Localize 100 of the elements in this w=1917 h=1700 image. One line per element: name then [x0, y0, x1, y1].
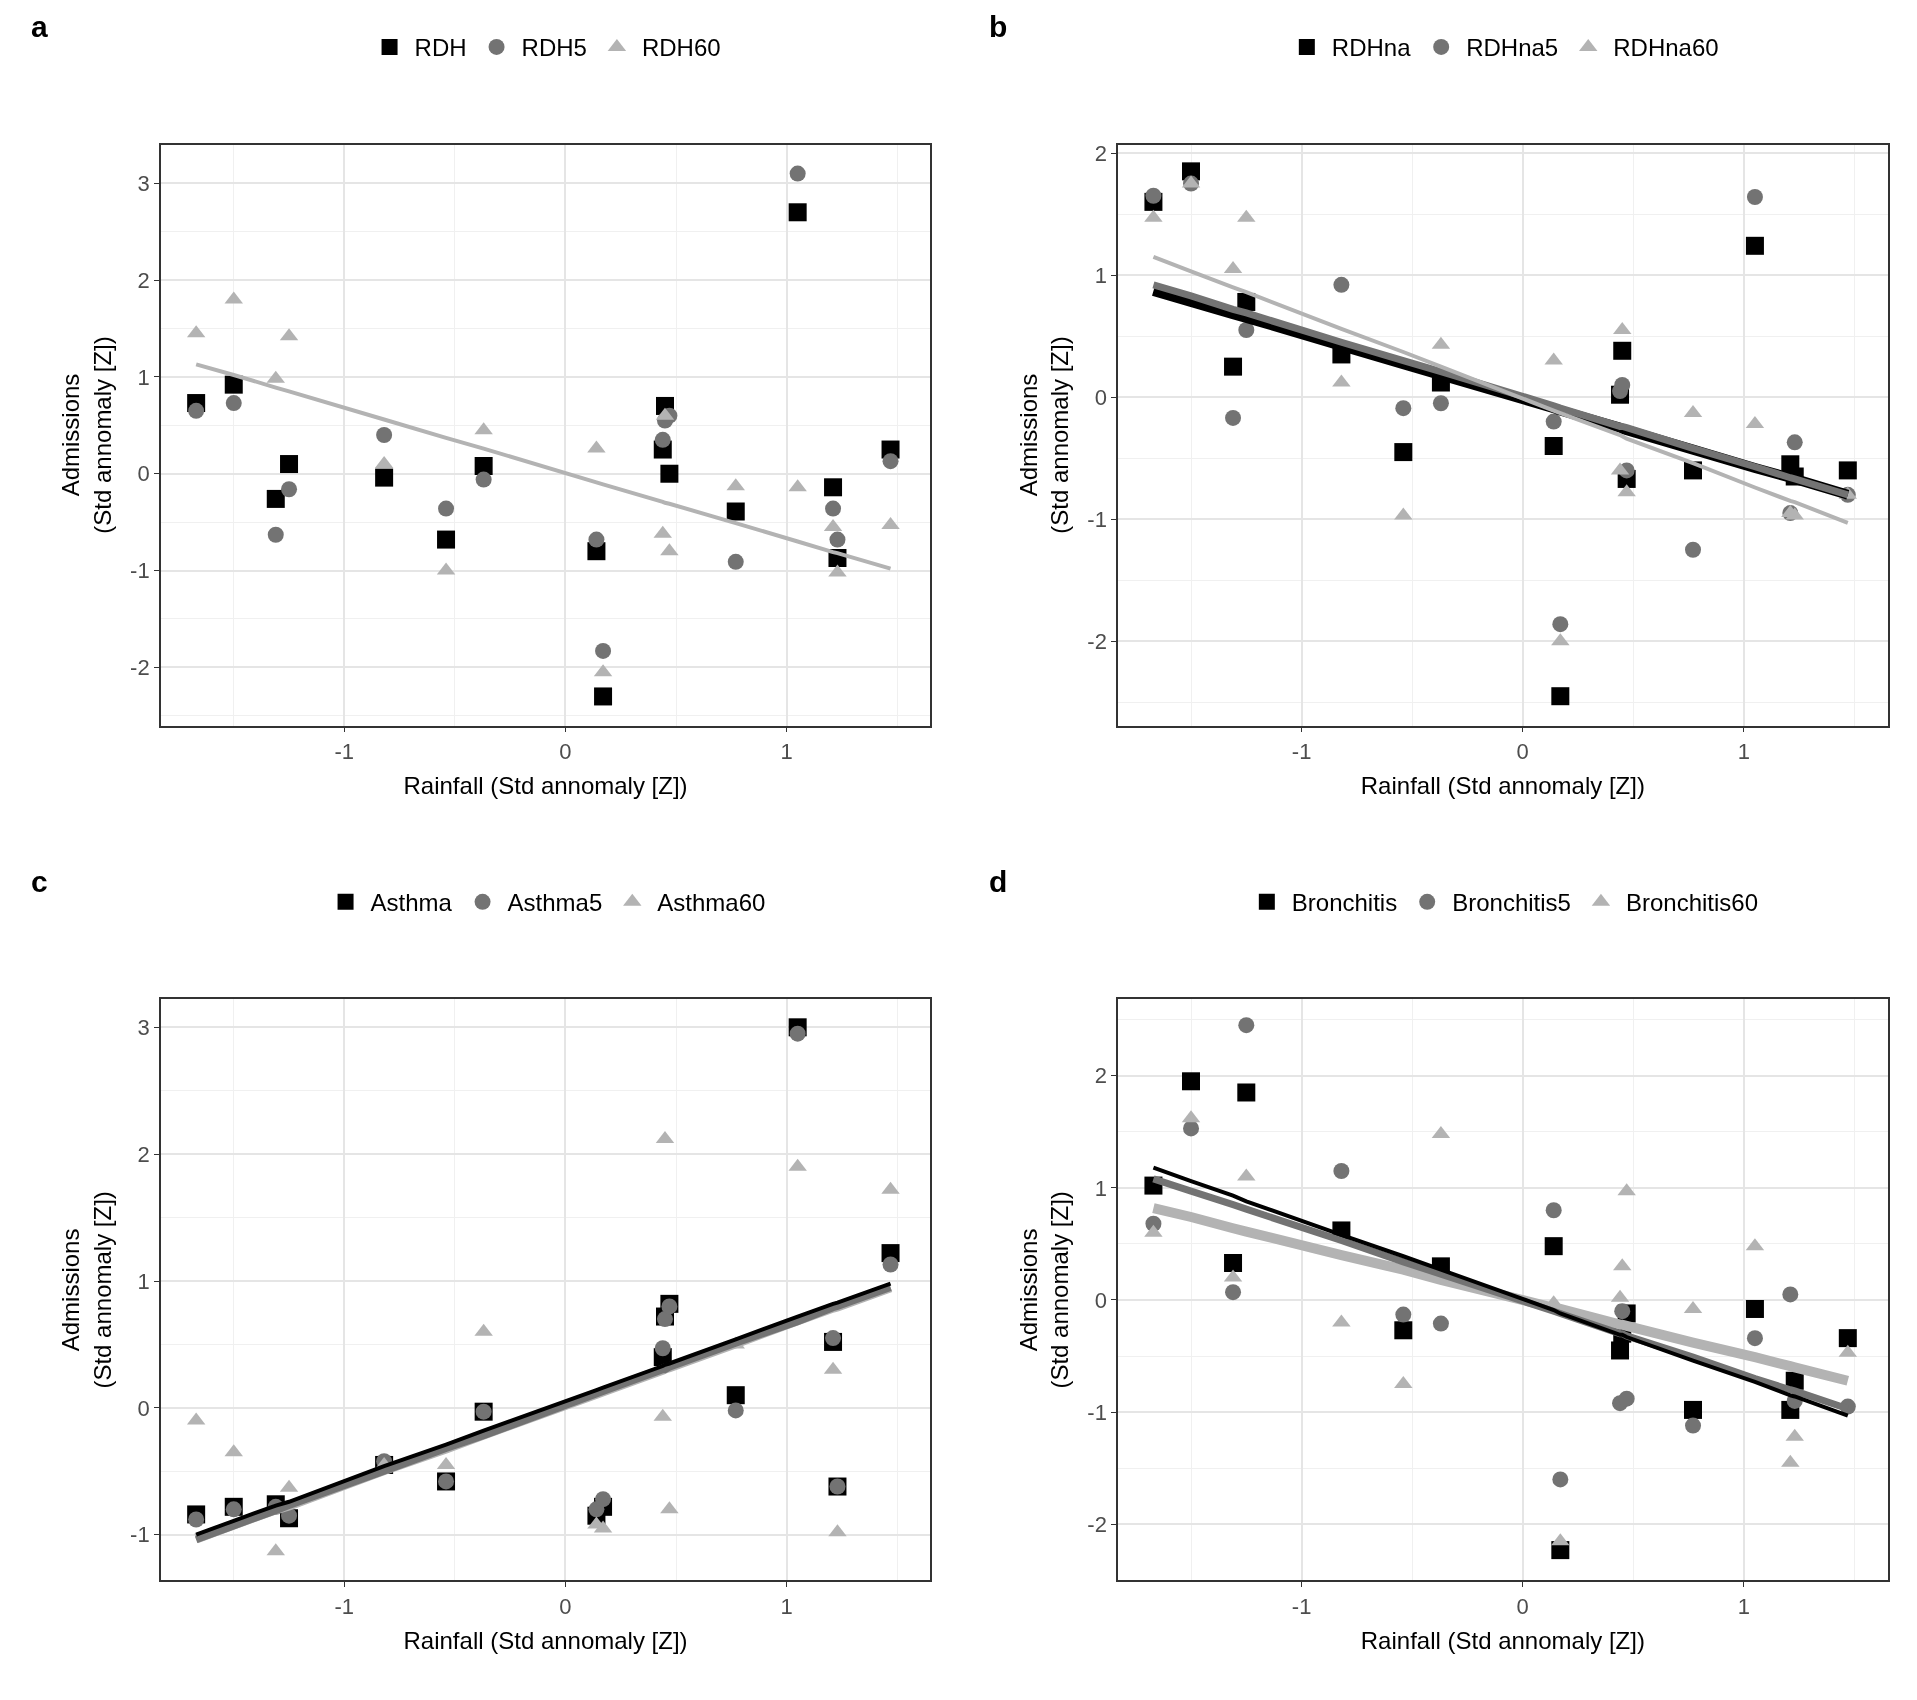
- point: [1432, 1315, 1449, 1332]
- point: [661, 1298, 678, 1315]
- point: [1618, 1390, 1635, 1407]
- point: [824, 478, 843, 497]
- point: [594, 687, 613, 706]
- y-tick-label: 1: [1094, 262, 1107, 288]
- x-tick-label: -1: [1291, 1593, 1312, 1619]
- x-axis-title: Rainfall (Std annomaly [Z]): [403, 1627, 688, 1655]
- x-tick-label: 0: [1516, 738, 1529, 764]
- point: [438, 500, 455, 517]
- point: [1544, 1237, 1563, 1256]
- point: [1145, 187, 1162, 204]
- y-axis-title: Admissions (Std annomaly [Z]): [1014, 336, 1073, 534]
- y-tick-label: -1: [130, 558, 150, 584]
- x-tick-label: -1: [1291, 738, 1312, 764]
- y-axis-title: Admissions (Std annomaly [Z]): [1014, 1191, 1073, 1389]
- y-tick-label: 1: [1094, 1175, 1107, 1201]
- point: [1395, 400, 1412, 417]
- chart-title: c: [31, 865, 48, 898]
- legend-label: RDH: [414, 34, 467, 62]
- y-axis-title: Admissions (Std annomaly [Z]): [57, 1191, 116, 1389]
- y-tick-label: -2: [130, 655, 150, 681]
- legend-label: Asthma60: [657, 889, 766, 917]
- point: [225, 1501, 242, 1518]
- legend-label: RDH5: [521, 34, 587, 62]
- point: [1432, 395, 1449, 412]
- point: [1614, 1303, 1631, 1320]
- legend-label: RDHna5: [1466, 34, 1559, 62]
- legend-label: Asthma5: [507, 889, 603, 917]
- y-tick-label: -2: [1087, 628, 1107, 654]
- point: [788, 203, 807, 222]
- point: [1545, 1202, 1562, 1219]
- chart-title: d: [989, 865, 1008, 898]
- y-tick-label: 2: [1094, 1063, 1107, 1089]
- point: [1182, 1072, 1201, 1091]
- point: [1613, 341, 1632, 360]
- y-tick-label: 3: [137, 1015, 150, 1041]
- point: [1838, 1329, 1857, 1348]
- legend-label: Asthma: [370, 889, 453, 917]
- point: [437, 530, 456, 549]
- point: [475, 471, 492, 488]
- x-axis-title: Rainfall (Std annomaly [Z]): [1360, 1627, 1645, 1655]
- point: [225, 395, 242, 412]
- x-tick-label: 1: [780, 1593, 793, 1619]
- point: [1333, 276, 1350, 293]
- y-tick-label: 1: [137, 364, 150, 390]
- point: [1394, 443, 1413, 462]
- point: [224, 375, 243, 394]
- point: [789, 1025, 806, 1042]
- x-tick-label: 1: [1737, 1593, 1750, 1619]
- point: [1551, 687, 1570, 706]
- point: [825, 1330, 842, 1347]
- y-tick-label: 0: [137, 461, 150, 487]
- point: [1611, 1341, 1630, 1360]
- point: [1552, 616, 1569, 633]
- point: [726, 1386, 745, 1405]
- point: [1685, 541, 1702, 558]
- x-tick-label: -1: [334, 1593, 355, 1619]
- point: [1544, 436, 1563, 455]
- point: [1745, 236, 1764, 255]
- y-tick-label: 1: [137, 1268, 150, 1294]
- x-axis-title: Rainfall (Std annomaly [Z]): [403, 772, 688, 800]
- point: [1224, 1253, 1243, 1272]
- point: [727, 553, 744, 570]
- chart-title: b: [989, 10, 1008, 43]
- x-axis-title: Rainfall (Std annomaly [Z]): [1360, 772, 1645, 800]
- point: [1225, 409, 1242, 426]
- point: [588, 531, 605, 548]
- legend-label: RDHna: [1331, 34, 1412, 62]
- point: [1746, 1330, 1763, 1347]
- point: [1238, 322, 1255, 339]
- point: [829, 531, 846, 548]
- y-tick-label: 2: [1094, 140, 1107, 166]
- point: [789, 165, 806, 182]
- x-tick-label: -1: [334, 738, 355, 764]
- y-tick-label: -2: [1087, 1512, 1107, 1538]
- point: [1786, 434, 1803, 451]
- point: [1838, 461, 1857, 480]
- legend-label: Bronchitis: [1291, 889, 1398, 917]
- point: [188, 402, 205, 419]
- point: [727, 1402, 744, 1419]
- point: [1685, 1417, 1702, 1434]
- point: [656, 1311, 673, 1328]
- point: [654, 1340, 671, 1357]
- point: [376, 427, 393, 443]
- point: [280, 455, 299, 474]
- line-series: [1151, 254, 1850, 525]
- point: [1745, 1299, 1764, 1318]
- point: [726, 502, 745, 521]
- point: [1545, 413, 1562, 430]
- y-tick-label: 0: [1094, 1287, 1107, 1313]
- y-tick-label: 2: [137, 1141, 150, 1167]
- point: [188, 1511, 205, 1528]
- legend-label: RDH60: [641, 34, 721, 62]
- chart-title: a: [31, 10, 48, 43]
- point: [1552, 1471, 1569, 1488]
- point: [882, 1256, 899, 1273]
- point: [660, 464, 679, 483]
- point: [267, 526, 284, 543]
- point: [1395, 1306, 1412, 1323]
